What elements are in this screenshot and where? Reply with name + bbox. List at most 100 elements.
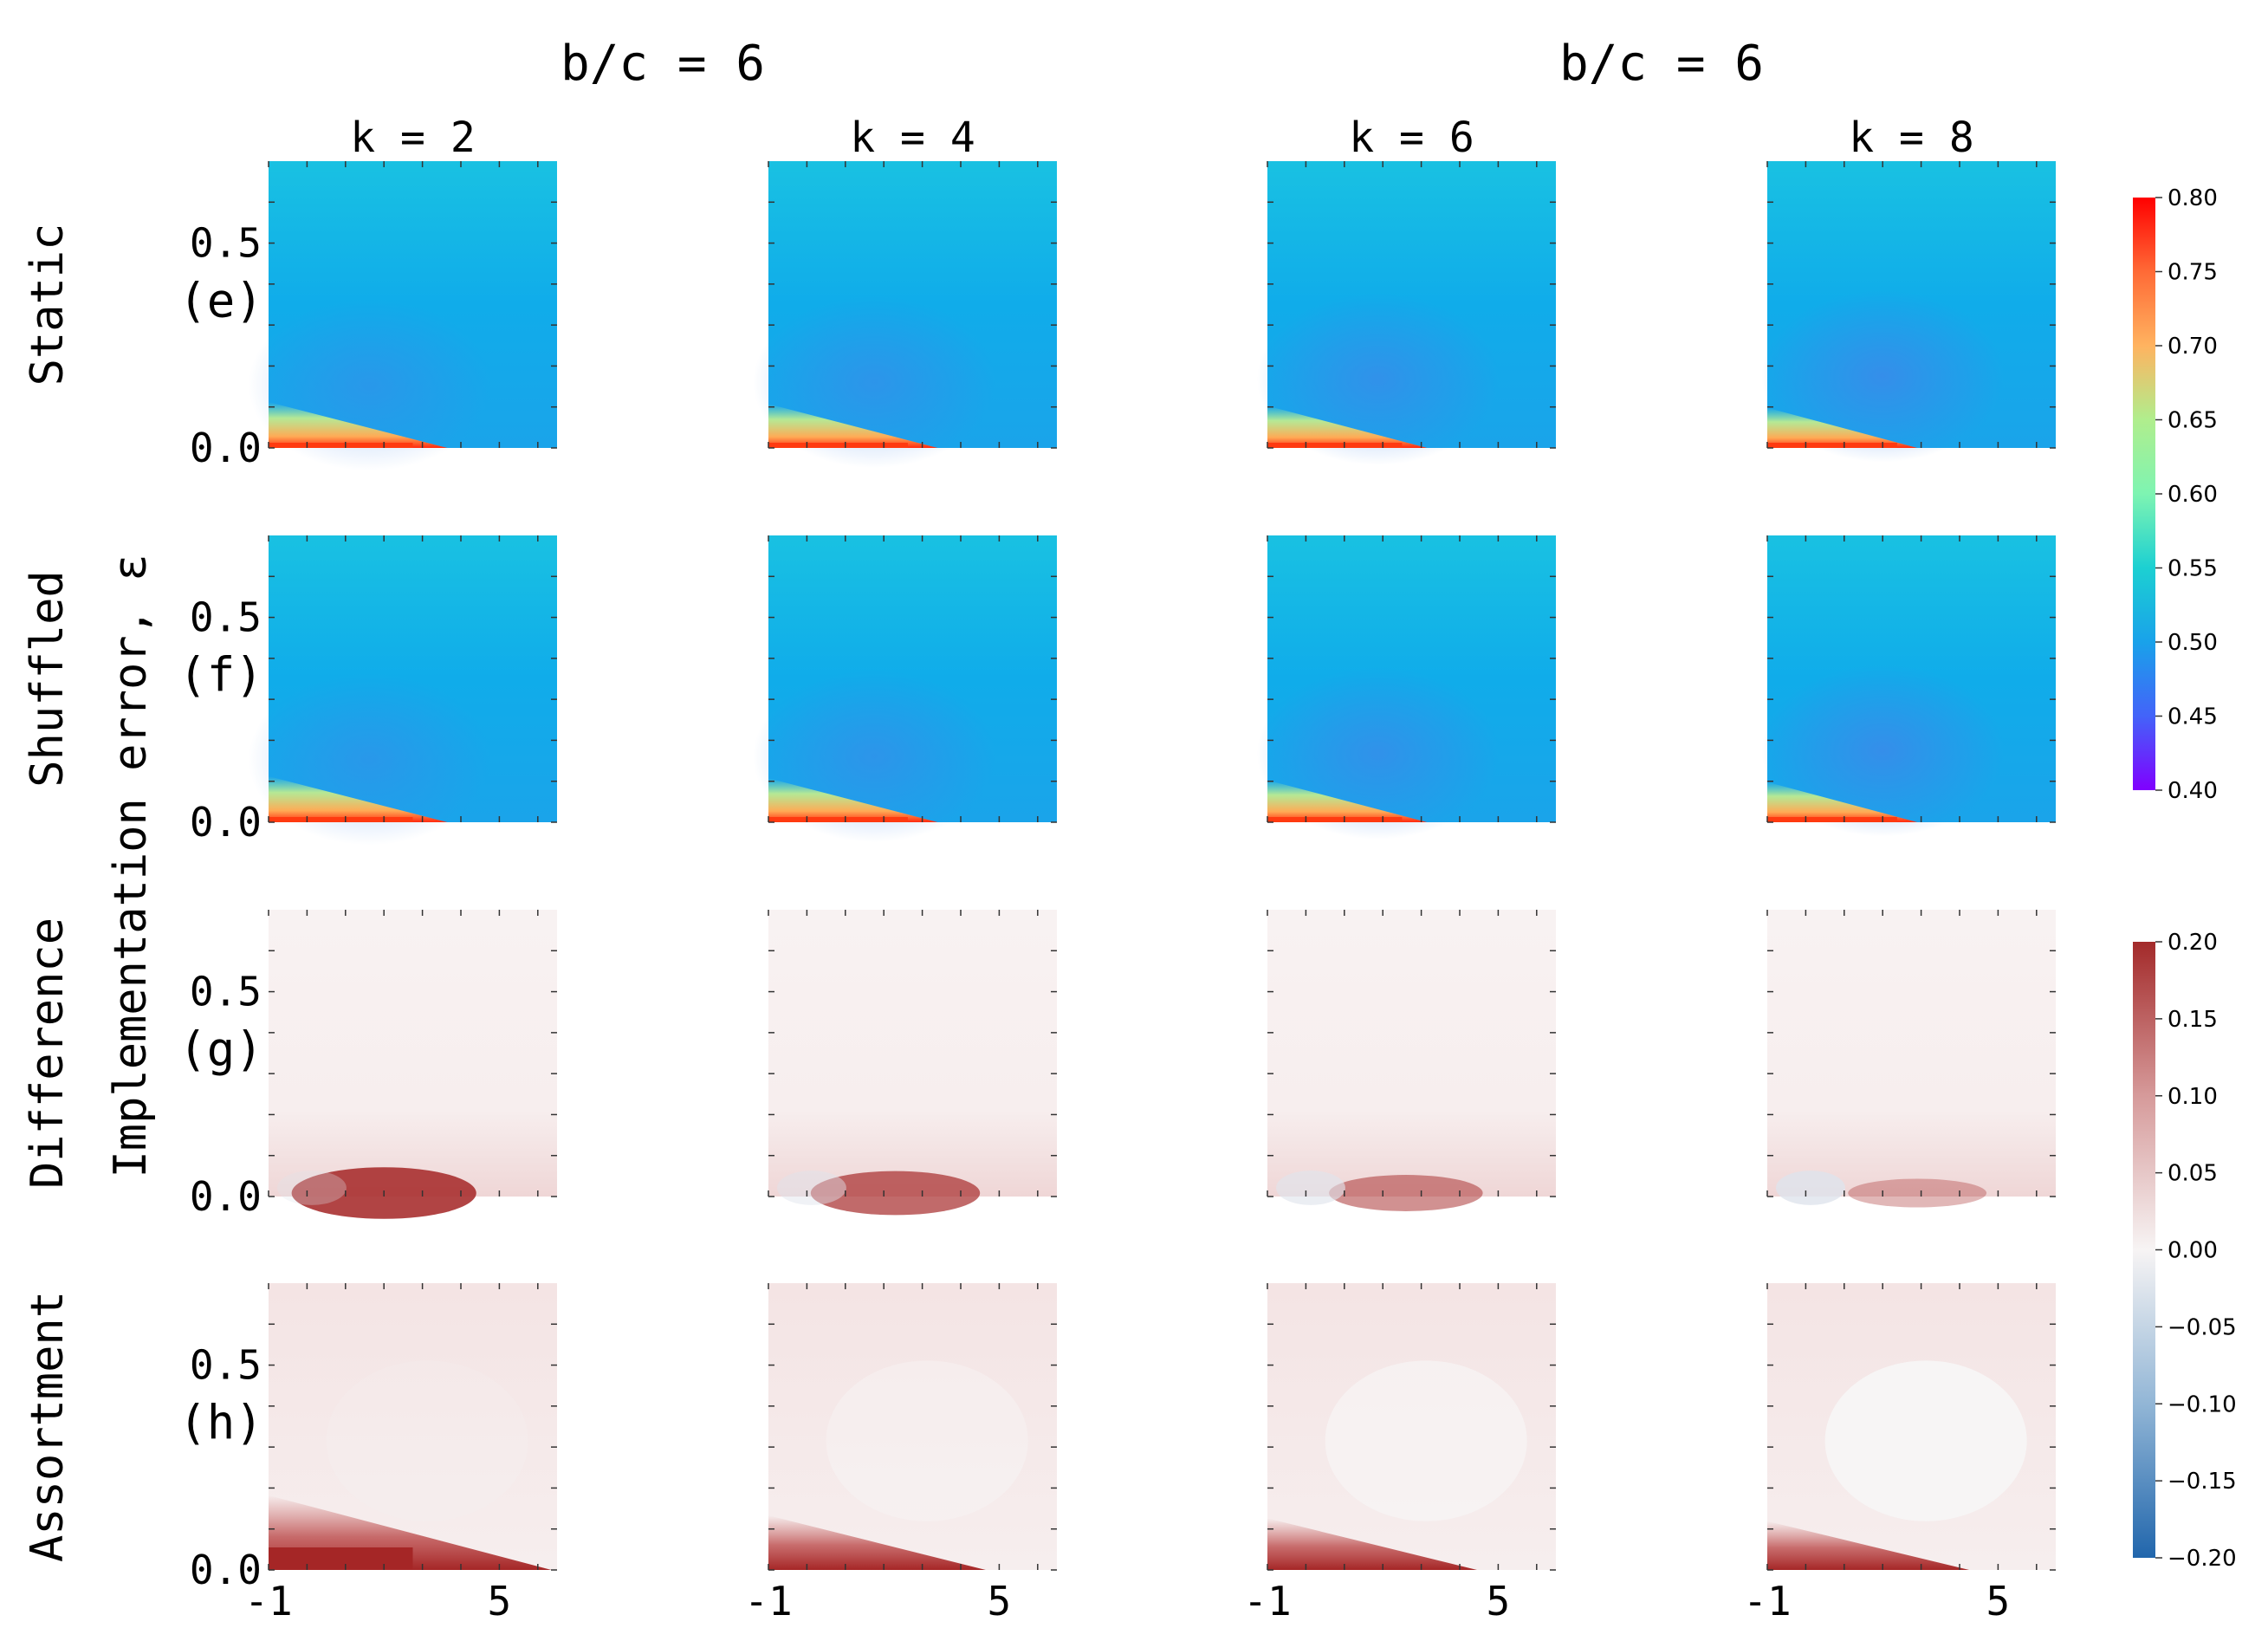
heatmap-hot-band [1767, 1521, 1970, 1570]
x-tick-label: -1 [744, 1578, 792, 1625]
y-tick-label: 0.0 [190, 1547, 262, 1593]
x-tick-label: 5 [488, 1578, 512, 1625]
heatmap-panel [1267, 910, 1556, 1211]
colorbar-tick-label: 0.45 [2168, 704, 2218, 730]
y-tick-label: 0.5 [190, 594, 262, 641]
heatmap-background [269, 910, 557, 1197]
heatmap-hot-band [768, 778, 938, 822]
heatmap-grid: 0.0 0.5 0.0 0.5 0.0 0.5 0.0 0.5 -1 5 -1 5 -1 5 -1 5 [190, 161, 2056, 1625]
row-label: Difference [22, 918, 74, 1189]
heatmap-hot-band [269, 402, 448, 448]
colorbar-tick-label: 0.65 [2168, 408, 2218, 434]
heatmap-neutral-region [1325, 1360, 1527, 1521]
panel-label: (f) [178, 648, 263, 703]
heatmap-panel [248, 535, 557, 846]
heatmap-peak-strip [1267, 817, 1403, 822]
heatmap-peak-strip [768, 817, 908, 822]
heatmap-neutral-region [326, 1360, 528, 1521]
colorbar-tick-label: 0.15 [2168, 1007, 2218, 1033]
heatmap-neutral-region [826, 1360, 1028, 1521]
heatmap-panel [1766, 1283, 2056, 1571]
heatmap-panel [753, 535, 1057, 843]
x-tick-label: 5 [1986, 1578, 2011, 1625]
heatmap-hot-band [810, 1171, 981, 1216]
colorbar-rainbow: 0.80 0.75 0.70 0.65 0.60 0.55 0.50 0.45 0.40 [2133, 185, 2218, 804]
heatmap-negative-region [1275, 1171, 1345, 1205]
heatmap-hot-band [269, 776, 448, 822]
colorbar-diverging: 0.20 0.15 0.10 0.05 0.00 −0.05 −0.10 −0.15 −0.20 [2133, 930, 2237, 1572]
heatmap-panel [753, 161, 1057, 469]
heatmap-peak-strip [768, 443, 908, 448]
y-tick-label: 0.0 [190, 1173, 262, 1220]
heatmap-background [768, 1283, 1057, 1570]
heatmap-peak-strip [269, 817, 413, 822]
y-axis-label: Implementation error, ε [105, 554, 157, 1177]
x-tick-label: 5 [988, 1578, 1012, 1625]
column-title: k = 8 [1849, 114, 1974, 162]
heatmap-panel [1766, 910, 2056, 1208]
heatmap-neutral-region [1824, 1360, 2027, 1521]
heatmap-peak-strip [269, 1547, 413, 1570]
heatmap-minimum-region [1761, 289, 2005, 463]
heatmap-hot-band [1267, 780, 1428, 822]
heatmap-minimum-region [1761, 664, 2005, 837]
column-title: k = 2 [350, 114, 476, 162]
heatmap-negative-region [776, 1171, 846, 1205]
figure-titles: b/c = 6 b/c = 6 k = 2 k = 4 k = 6 k = 8 Static… [22, 36, 1974, 1562]
colorbar-tick-label: −0.05 [2168, 1314, 2237, 1340]
colorbar-tick-label: 0.75 [2168, 260, 2218, 286]
heatmap-hot-band [1848, 1178, 1987, 1208]
row-label: Assortment [22, 1291, 74, 1562]
panel-label: (g) [178, 1022, 263, 1077]
colorbars: 0.80 0.75 0.70 0.65 0.60 0.55 0.50 0.45 0.40 0.20… [2133, 185, 2237, 1572]
column-group-title: b/c = 6 [561, 36, 765, 92]
colorbar-tick-label: 0.80 [2168, 185, 2218, 211]
heatmap-hot-band [768, 1515, 986, 1570]
column-title: k = 6 [1349, 114, 1474, 162]
heatmap-hot-band [1267, 405, 1428, 448]
column-title: k = 4 [850, 114, 975, 162]
heatmap-background [768, 910, 1057, 1197]
colorbar-gradient [2133, 942, 2155, 1558]
heatmap-hot-band [1329, 1175, 1483, 1211]
colorbar-tick-label: 0.55 [2168, 556, 2218, 582]
colorbar-gradient [2133, 198, 2155, 790]
row-label: Shuffled [22, 570, 74, 787]
panel-label: (e) [178, 274, 263, 328]
colorbar-tick-label: 0.70 [2168, 334, 2218, 360]
y-tick-label: 0.5 [190, 1342, 262, 1389]
heatmap-hot-band [768, 404, 938, 448]
heatmap-panel [268, 910, 557, 1219]
heatmap-panel [1267, 1283, 1556, 1571]
colorbar-tick-label: −0.10 [2168, 1391, 2237, 1417]
column-group-title: b/c = 6 [1559, 36, 1764, 92]
heatmap-panel [768, 910, 1057, 1216]
heatmap-panel [1256, 535, 1556, 840]
heatmap-negative-region [1775, 1171, 1845, 1205]
colorbar-tick-label: 0.05 [2168, 1161, 2218, 1187]
colorbar-tick-label: 0.10 [2168, 1084, 2218, 1110]
heatmap-hot-band [1767, 407, 1918, 448]
colorbar-tick-label: −0.15 [2168, 1469, 2237, 1495]
heatmap-background [1767, 910, 2056, 1197]
x-tick-label: -1 [1743, 1578, 1791, 1625]
colorbar-tick-label: 0.50 [2168, 630, 2218, 656]
heatmap-panel [1256, 161, 1556, 465]
y-tick-label: 0.0 [190, 799, 262, 846]
y-tick-label: 0.5 [190, 969, 262, 1015]
heatmap-panel [1761, 535, 2056, 837]
row-label: Static [22, 224, 74, 386]
heatmap-background [1267, 910, 1556, 1197]
x-tick-label: -1 [1243, 1578, 1291, 1625]
y-tick-label: 0.0 [190, 425, 262, 471]
y-tick-label: 0.5 [190, 220, 262, 267]
heatmap-panel [268, 1283, 557, 1571]
x-tick-label: -1 [244, 1578, 292, 1625]
colorbar-tick-label: 0.00 [2168, 1238, 2218, 1264]
heatmap-peak-strip [1767, 817, 1897, 822]
heatmap-panel [248, 161, 557, 471]
heatmap-peak-strip [269, 443, 413, 448]
heatmap-peak-strip [1767, 443, 1897, 448]
heatmap-hot-band [1267, 1518, 1477, 1570]
